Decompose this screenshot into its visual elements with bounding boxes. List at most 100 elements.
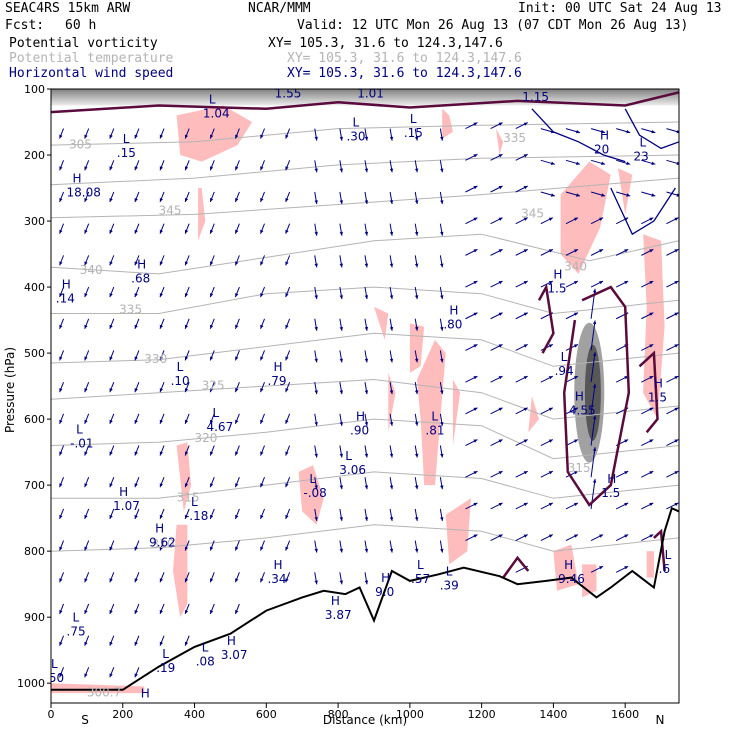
wind-vector-head [576,130,580,134]
pv-contours [51,91,679,579]
pv-extremum: H.34 [267,558,286,586]
pv-extremum-type: L [73,611,80,625]
wind-vector-head [285,356,289,361]
wind-vector-head [285,324,289,329]
wind-vector-head [134,293,138,298]
wind-vector-head [364,580,369,585]
pv-extremum-value: 1.5 [601,486,620,500]
wind-vector-head [440,358,444,363]
wind-vector-head [59,198,63,202]
pv-extremum-type: H [273,360,282,374]
extrema-labels: 305 345 340 335 330 325 320 315 310 300.7 335 345 34… [51,73,672,703]
pv-fill-patch [417,339,446,486]
wind-vector-head [159,641,163,646]
theta-label: 330 [144,352,167,366]
wind-vector-head [473,376,478,380]
wind-vector-head [473,471,478,475]
pv-extremum-type: H [227,634,236,648]
wind-vector-head [440,168,444,173]
wind-vector-head [210,261,214,266]
wind-vector-head [339,358,343,363]
wind-vector-head [592,383,597,388]
pv-extremum: L.39 [440,564,459,592]
wind-vector-head [674,376,679,380]
pv-extremum-value: 3.07 [221,648,248,662]
wind-vector-head [285,166,289,171]
wind-vector-head [134,356,138,361]
wind-vector-head [440,548,444,553]
wind-vector-head [260,483,264,488]
pv-extremum-type: L [123,132,130,146]
wind-vector-head [498,122,503,126]
pv-extremum-type: H [141,687,150,701]
x-tick-label: 0 [48,708,55,721]
wind-vector-head [159,229,163,234]
wind-vector-head [285,229,289,234]
pv-fill-patch [442,108,453,139]
y-tick-label: 400 [24,281,45,294]
wind-vector [590,447,596,478]
wind-vector-head [574,502,578,507]
theta-label: 320 [195,431,218,445]
terrain-line [51,506,679,691]
wind-vector-head [498,534,503,538]
pv-extremum-type: L [51,657,58,671]
wind-vector-head [364,168,369,173]
pv-extremum-value: 3.87 [325,608,352,622]
pv-extremum: L-.01 [70,423,93,451]
wind-vector-head [235,293,239,298]
wind-vector-head [134,546,138,551]
wind-vector-head [574,344,578,348]
wind-vector [590,320,596,351]
x-axis-label: Distance (km) [323,713,407,727]
pv-extremum: L1.55 [275,73,302,101]
axes: 0 200 400 600 800 1000 1200 1400 1600 100 200 300 40… [17,83,639,721]
wind-vector-head [235,578,239,583]
init-time: Init: 00 UTC Sat 24 Aug 13 [518,1,722,16]
pv-extremum-value: .81 [425,423,444,437]
wind-vector-head [548,534,553,538]
pv-extremum-type: H [137,257,146,271]
wind-vector-head [285,198,289,202]
theta-label: 335 [119,302,142,316]
wind-vector-head [649,407,654,411]
wind-vector-head [210,198,214,202]
wind-vector-head [624,566,629,570]
field-pv-name: Potential vorticity [9,36,158,51]
wind-vector-head [548,217,553,221]
wind-vector-head [649,376,654,380]
wind-vector-head [235,514,239,519]
wind-vector-head [159,451,163,456]
wind-vector-head [285,514,289,519]
wind-vector-head [59,261,63,266]
wind-vector-head [184,514,189,519]
wind-vector-head [498,249,503,253]
wind-vector-head [109,451,113,456]
wind-vector-head [599,249,604,253]
pv-extremum: H20 [594,129,609,157]
pv-extremum-type: L [417,558,424,572]
wind-vector-head [389,548,394,553]
wind-vector-head [260,134,264,139]
pv-extremum-type: L [281,73,288,87]
wind-vector-head [260,324,264,329]
wind-vector-head [676,130,679,134]
wind-vector-head [389,231,394,236]
wind-vector-head [440,390,444,395]
wind-vector-head [523,249,528,253]
wind-vector-head [59,229,63,234]
wind-vector-head [592,352,597,356]
theta-label: 345 [159,203,182,217]
wind-vector-head [59,673,63,678]
wind-speed-contour [624,108,679,150]
y-tick-label: 800 [24,545,45,558]
wind-vector-head [676,161,679,165]
wind-vector-head [159,419,163,424]
wind-vector-head [210,388,214,393]
theta-contour-line [51,121,679,146]
wind-vector-head [210,419,214,424]
pv-extremum-type: L [561,350,568,364]
wind-vector-head [159,483,163,488]
wind-vector-head [550,193,555,197]
wind-vector-head [134,324,138,329]
